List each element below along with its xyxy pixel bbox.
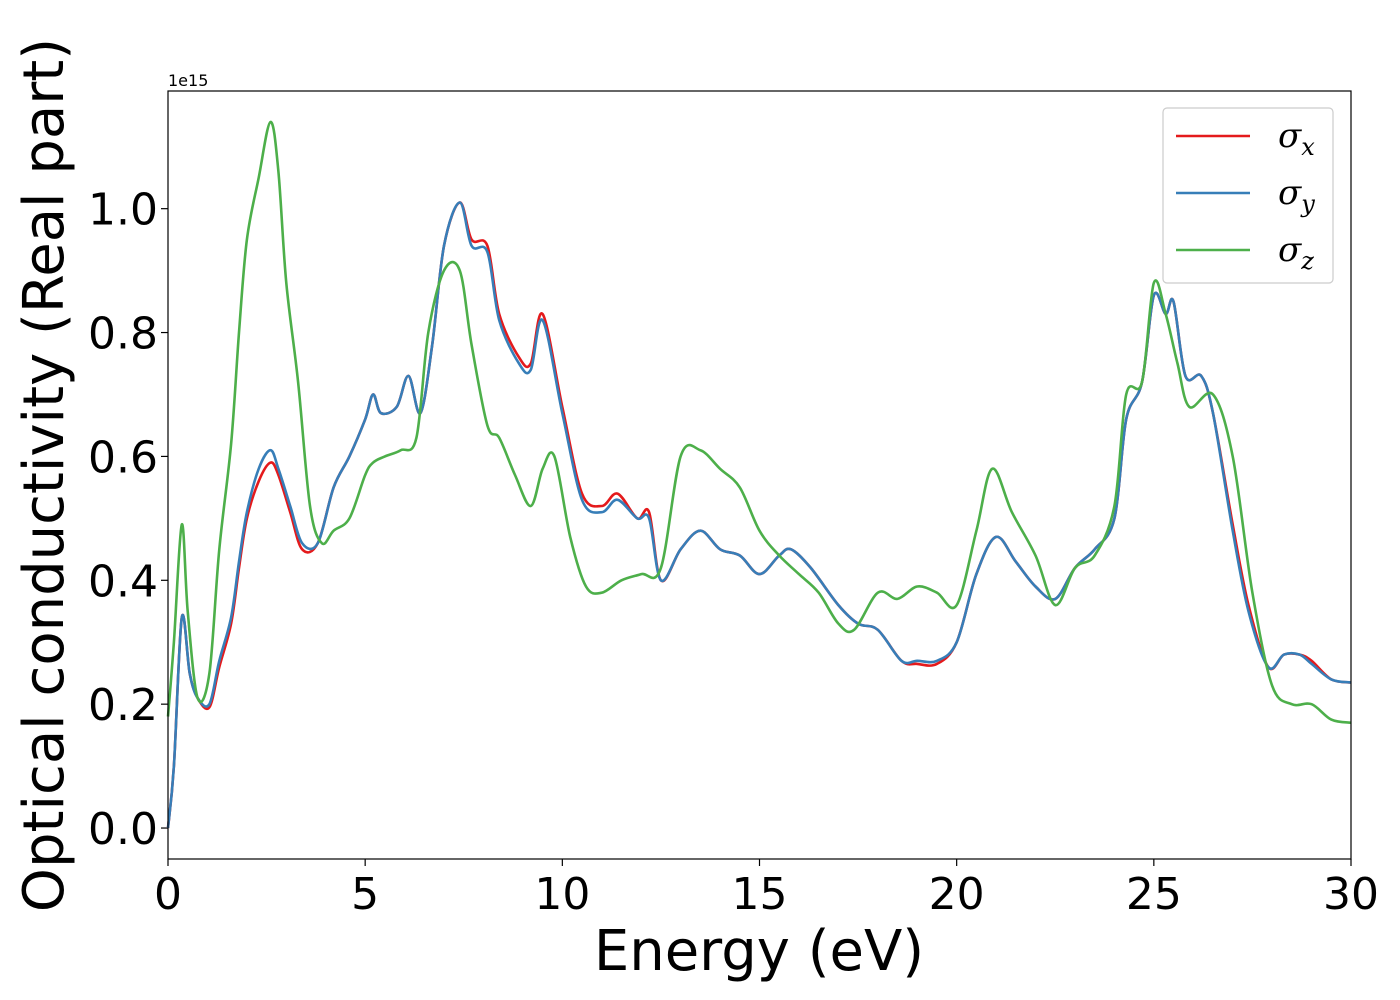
- y-tick-label: 0.8: [88, 309, 158, 360]
- y-offset-label: 1e15: [168, 71, 208, 90]
- x-tick-label: 0: [154, 869, 182, 920]
- y-tick-label: 1.0: [88, 185, 158, 236]
- series-lines: [166, 120, 1352, 829]
- plot-frame: [167, 90, 1352, 860]
- y-tick-label: 0.6: [88, 432, 158, 483]
- y-tick-label: 0.0: [88, 804, 158, 855]
- y-axis-label: Optical conductivity (Real part): [12, 38, 77, 912]
- x-tick-label: 25: [1126, 869, 1182, 920]
- x-tick-label: 10: [534, 869, 590, 920]
- y-axis-ticks: 0.0 0.2 0.4 0.6 0.8 1.0: [88, 185, 168, 855]
- legend-frame: [1162, 107, 1334, 284]
- series-line-z: [166, 120, 1352, 724]
- y-tick-label: 0.4: [88, 556, 158, 607]
- y-tick-label: 0.2: [88, 680, 158, 731]
- x-tick-label: 20: [929, 869, 985, 920]
- x-axis-ticks: 0 5 10 15 20 25 30: [154, 859, 1379, 920]
- x-tick-label: 30: [1323, 869, 1379, 920]
- x-tick-label: 5: [351, 869, 379, 920]
- x-tick-label: 15: [732, 869, 788, 920]
- x-axis-label: Energy (eV): [594, 919, 924, 984]
